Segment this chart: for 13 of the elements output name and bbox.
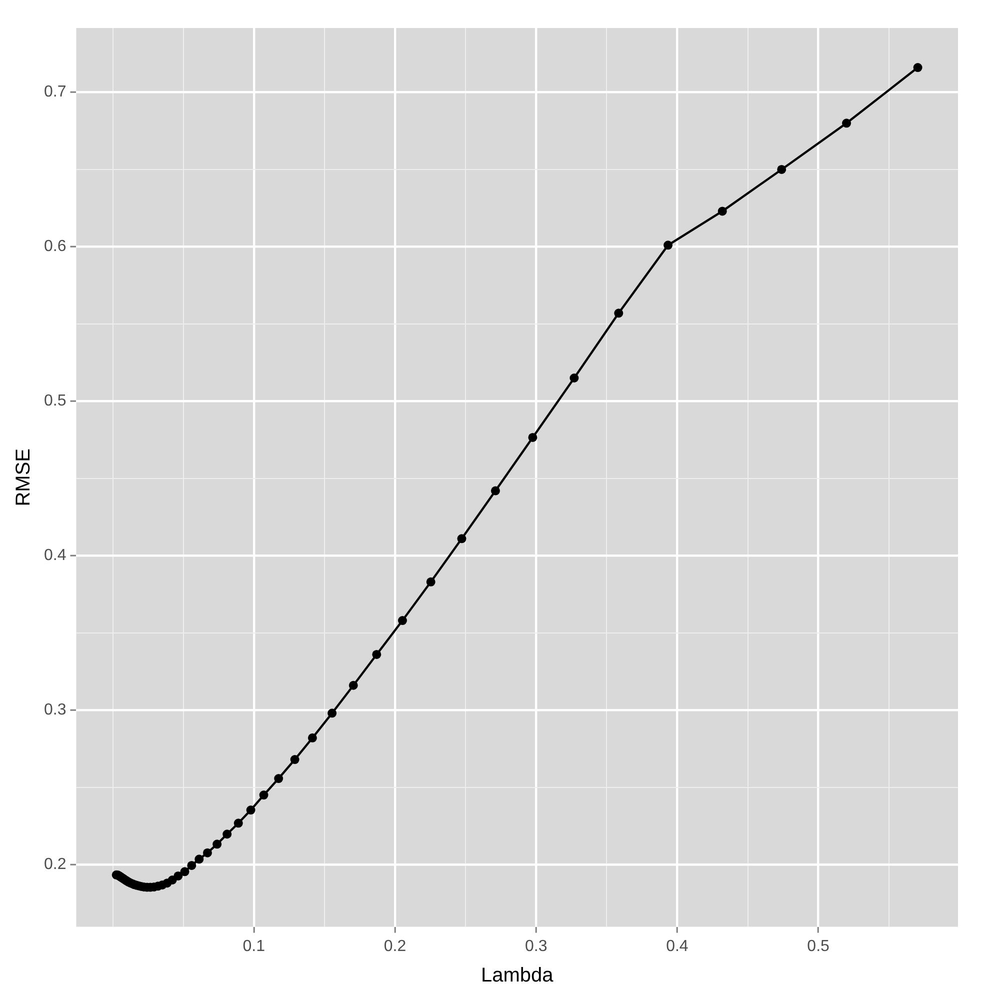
x-axis-title: Lambda xyxy=(480,964,554,987)
y-tick-label: 0.3 xyxy=(44,702,66,718)
x-tick-label: 0.3 xyxy=(524,938,548,955)
y-tick-label: 0.6 xyxy=(44,238,66,256)
y-tick-label: 0.5 xyxy=(44,392,66,410)
x-tick-label: 0.4 xyxy=(666,938,688,955)
x-tick-label: 0.1 xyxy=(242,938,266,955)
y-tick-label: 0.7 xyxy=(44,84,66,101)
x-tick-label: 0.5 xyxy=(807,938,830,955)
y-axis-title: RMSE xyxy=(12,448,35,506)
y-tick-label: 0.4 xyxy=(44,547,66,564)
x-tick-label: 0.2 xyxy=(384,938,406,955)
y-tick-label: 0.2 xyxy=(44,856,66,873)
